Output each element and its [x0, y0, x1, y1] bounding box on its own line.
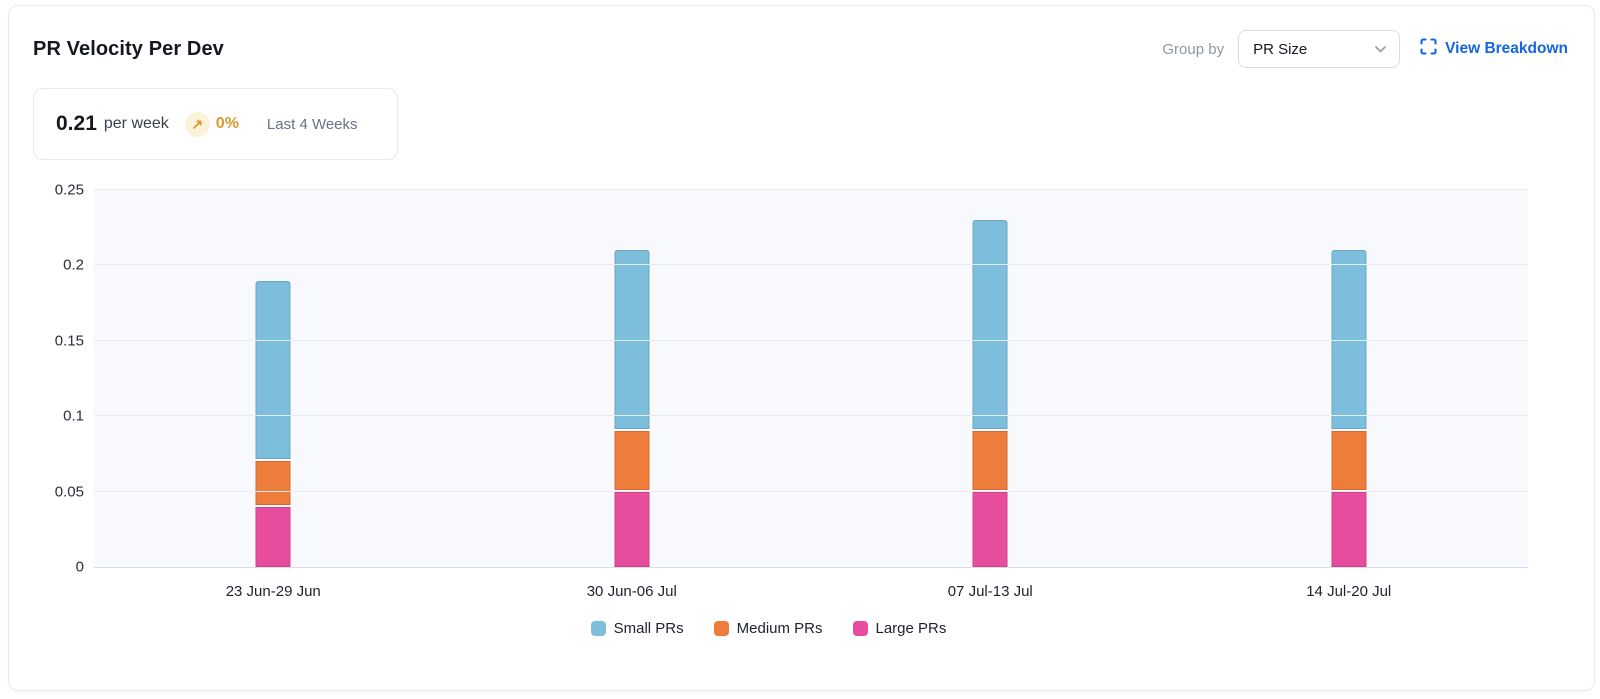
view-breakdown-link[interactable]: View Breakdown: [1420, 38, 1568, 60]
group-by-label: Group by: [1162, 40, 1225, 58]
bar-segment-small-prs[interactable]: [255, 280, 291, 460]
chart-legend: Small PRs Medium PRs Large PRs: [9, 620, 1528, 637]
y-tick-label: 0: [75, 558, 84, 576]
bar-segment-medium-prs[interactable]: [1331, 431, 1367, 490]
expand-icon: [1420, 38, 1437, 60]
x-tick-label: 30 Jun-06 Jul: [586, 583, 677, 600]
plot-area: [94, 189, 1528, 568]
page-title: PR Velocity Per Dev: [33, 37, 224, 60]
bar-segment-large-prs[interactable]: [614, 491, 650, 567]
stat-unit: per week: [103, 115, 169, 132]
stacked-bar[interactable]: [255, 190, 291, 567]
gridline-0.05: [94, 490, 1528, 492]
trend-percent: 0%: [215, 115, 239, 132]
bar-segment-medium-prs[interactable]: [972, 431, 1008, 490]
bar-segment-medium-prs[interactable]: [614, 431, 650, 490]
legend-label: Large PRs: [875, 620, 947, 637]
legend-label: Medium PRs: [736, 620, 823, 637]
bar-columns: [94, 190, 1528, 567]
trend-badge: ↗ 0%: [184, 111, 239, 137]
bar-segment-large-prs[interactable]: [1331, 491, 1367, 567]
bar-segment-small-prs[interactable]: [972, 220, 1008, 430]
stat-value: 0.21: [56, 112, 97, 135]
chevron-down-icon: [1374, 45, 1387, 54]
y-tick-label: 0.25: [54, 181, 84, 199]
trend-up-arrow-icon: ↗: [184, 111, 210, 137]
bar-segment-large-prs[interactable]: [972, 491, 1008, 567]
y-tick-label: 0.1: [63, 407, 84, 425]
legend-label: Small PRs: [613, 620, 684, 637]
bar-column: [94, 190, 453, 567]
gridline-0.25: [94, 189, 1528, 190]
legend-swatch: [852, 621, 868, 636]
y-tick-label: 0.2: [63, 256, 84, 274]
x-tick-label: 14 Jul-20 Jul: [1306, 583, 1392, 600]
bar-segment-large-prs[interactable]: [255, 506, 291, 567]
y-tick-label: 0.05: [54, 483, 84, 501]
bar-column: [811, 190, 1170, 567]
gridline-0.15: [94, 339, 1528, 341]
legend-swatch: [590, 621, 606, 636]
card-header: PR Velocity Per Dev Group by PR Size: [9, 6, 1594, 68]
x-tick-label: 07 Jul-13 Jul: [947, 583, 1033, 600]
stacked-bar[interactable]: [972, 190, 1008, 567]
bar-column: [453, 190, 812, 567]
gridline-0.1: [94, 415, 1528, 417]
legend-item-medium-prs[interactable]: Medium PRs: [713, 620, 823, 637]
group-by-selected-value: PR Size: [1253, 40, 1308, 58]
header-controls: Group by PR Size: [1162, 30, 1568, 68]
stat-summary-card: 0.21 per week ↗ 0% Last 4 Weeks: [33, 88, 398, 160]
legend-item-large-prs[interactable]: Large PRs: [852, 620, 947, 637]
y-tick-label: 0.15: [54, 332, 84, 350]
stacked-bar[interactable]: [614, 190, 650, 567]
x-tick-label: 23 Jun-29 Jun: [225, 583, 321, 600]
view-breakdown-label: View Breakdown: [1445, 40, 1568, 57]
legend-swatch: [713, 621, 729, 636]
stacked-bar[interactable]: [1331, 190, 1367, 567]
bar-segment-medium-prs[interactable]: [255, 461, 291, 505]
x-axis: 23 Jun-29 Jun 30 Jun-06 Jul 07 Jul-13 Jul 1…: [94, 583, 1528, 600]
gridline-0: [94, 567, 1528, 568]
bar-column: [1170, 190, 1529, 567]
y-axis: 0 0.05 0.1 0.15 0.2 0.25: [9, 182, 94, 576]
chart: 0 0.05 0.1 0.15 0.2 0.25 23 Jun-29 Jun 30 Jun-…: [9, 182, 1594, 637]
group-by-select[interactable]: PR Size: [1238, 30, 1401, 68]
legend-item-small-prs[interactable]: Small PRs: [590, 620, 684, 637]
gridline-0.2: [94, 264, 1528, 266]
stat-period: Last 4 Weeks: [266, 115, 358, 133]
pr-velocity-card: PR Velocity Per Dev Group by PR Size: [8, 5, 1595, 691]
